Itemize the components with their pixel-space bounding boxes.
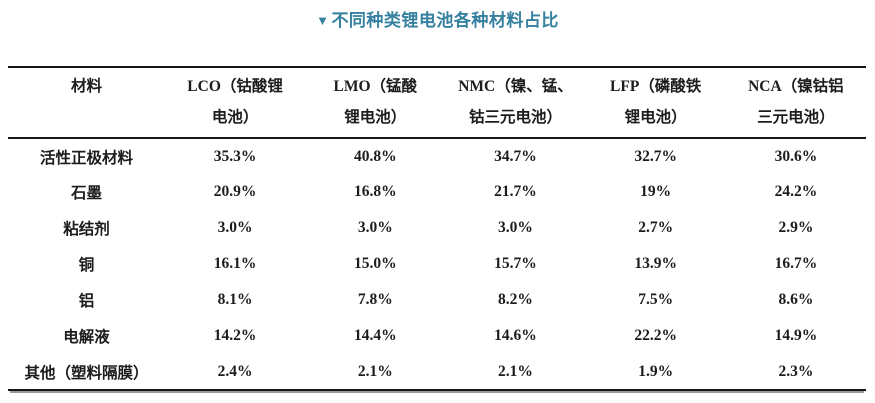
cell-value: 3.0% [357,219,393,236]
battery-materials-table-wrap: 材料 LCO（钴酸锂 电池） LMO（锰酸 锂电池） NMC（镍、锰、 钴三元电池） LFP（… [8,66,866,391]
cell-value: 16.7% [774,255,818,272]
cell-value: 14.9% [774,327,818,344]
cell-value: 14.4% [353,327,397,344]
cell-value: 7.8% [357,291,393,308]
row-label: 铜 [78,257,95,274]
cell-value: 19% [640,183,672,200]
cell-value: 2.3% [778,362,814,380]
cell-value: 13.9% [634,255,677,272]
row-label: 其他（塑料隔膜） [24,364,149,382]
cell-value: 2.4% [217,362,253,380]
table-title-text: 不同种类锂电池各种材料占比 [331,11,559,30]
cell-value: 16.1% [213,255,257,272]
column-header: 材料 [70,78,102,95]
column-header: NMC（镍、锰、 钴三元电池） [458,78,573,126]
column-header: LFP（磷酸铁 锂电池） [610,78,702,126]
cell-value: 7.5% [638,291,674,308]
cell-value: 35.3% [213,147,257,165]
cell-value: 8.6% [778,291,814,308]
down-triangle-icon: ▼ [316,13,330,28]
cell-value: 8.2% [498,291,533,308]
row-label: 铝 [78,293,95,310]
table-row: 活性正极材料 35.3% 40.8% 34.7% 32.7% 30.6% [8,138,866,174]
cell-value: 3.0% [217,219,253,236]
cell-value: 22.2% [634,327,677,344]
cell-value: 16.8% [353,183,397,200]
row-label: 粘结剂 [63,221,110,238]
row-label: 活性正极材料 [39,149,133,167]
cell-value: 30.6% [774,147,818,165]
table-row: 铝 8.1% 7.8% 8.2% 7.5% 8.6% [8,282,866,318]
cell-value: 32.7% [634,147,677,165]
cell-value: 3.0% [498,219,533,236]
battery-materials-table: 材料 LCO（钴酸锂 电池） LMO（锰酸 锂电池） NMC（镍、锰、 钴三元电池） LFP（… [8,66,866,391]
table-row: 石墨 20.9% 16.8% 21.7% 19% 24.2% [8,174,866,210]
row-label: 电解液 [63,329,110,346]
cell-value: 2.1% [357,362,393,380]
column-header: NCA（镍钴铝 三元电池） [748,78,844,126]
cell-value: 34.7% [494,147,537,165]
cell-value: 14.6% [494,327,537,344]
cell-value: 8.1% [217,291,253,308]
header-row: 材料 LCO（钴酸锂 电池） LMO（锰酸 锂电池） NMC（镍、锰、 钴三元电池） LFP（… [8,67,866,138]
cell-value: 40.8% [353,147,397,165]
cell-value: 15.7% [494,255,537,272]
table-row: 其他（塑料隔膜） 2.4% 2.1% 2.1% 1.9% 2.3% [8,354,866,390]
table-row: 粘结剂 3.0% 3.0% 3.0% 2.7% 2.9% [8,210,866,246]
cell-value: 21.7% [494,183,537,200]
column-header: LMO（锰酸 锂电池） [333,78,418,126]
cell-value: 15.0% [353,255,397,272]
table-title: ▼ 不同种类锂电池各种材料占比 [0,0,875,33]
cell-value: 2.1% [498,362,533,380]
row-label: 石墨 [70,185,102,202]
cell-value: 20.9% [213,183,257,200]
cell-value: 1.9% [638,362,674,380]
table-body: 活性正极材料 35.3% 40.8% 34.7% 32.7% 30.6% 石墨 20.9% 16… [8,138,866,390]
cell-value: 14.2% [213,327,257,344]
cell-value: 24.2% [774,183,818,200]
cell-value: 2.7% [638,219,674,236]
cell-value: 2.9% [778,219,814,236]
table-row: 电解液 14.2% 14.4% 14.6% 22.2% 14.9% [8,318,866,354]
table-row: 铜 16.1% 15.0% 15.7% 13.9% 16.7% [8,246,866,282]
column-header: LCO（钴酸锂 电池） [187,78,283,126]
